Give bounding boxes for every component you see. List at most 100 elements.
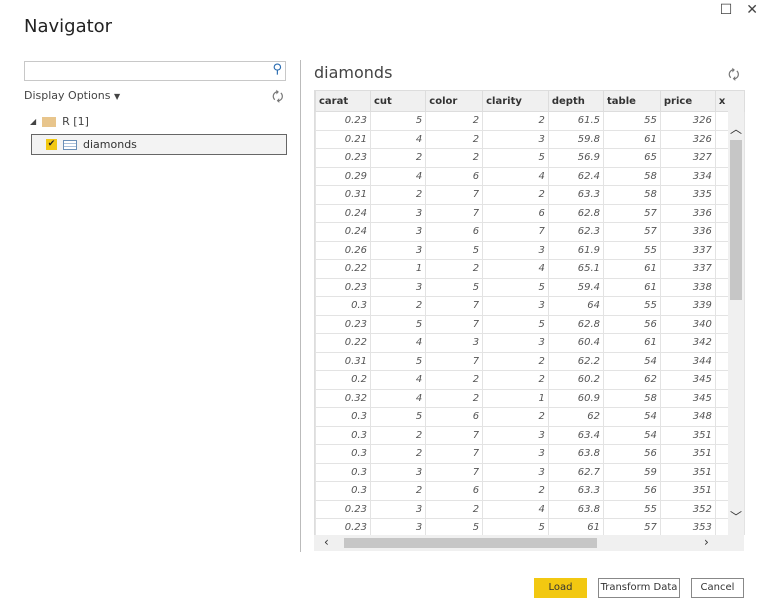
cell-price: 327 — [659, 148, 716, 168]
cell-carat: 0.3 — [315, 462, 371, 482]
scroll-right-icon[interactable]: › — [704, 535, 709, 549]
cell-cut: 3 — [369, 203, 427, 223]
cell-cut: 5 — [369, 351, 427, 371]
cell-carat: 0.3 — [315, 296, 371, 316]
tree-node-r[interactable]: ◢ R [1] — [30, 115, 89, 128]
cell-price: 348 — [659, 407, 716, 427]
close-button[interactable]: ✕ — [746, 2, 758, 18]
table-row: 0.3 3 7 3 62.7 59 351 — [315, 462, 745, 482]
cell-carat: 0.23 — [315, 314, 371, 334]
cell-price: 351 — [659, 425, 716, 445]
search-input[interactable]: ⚲ — [24, 61, 286, 81]
cell-color: 7 — [425, 203, 484, 223]
cell-depth: 59.4 — [547, 277, 605, 297]
scroll-left-icon[interactable]: ‹ — [324, 535, 329, 549]
cell-clarity: 3 — [482, 296, 549, 316]
cell-carat: 0.2 — [315, 370, 371, 390]
table-row: 0.23 5 7 5 62.8 56 340 — [315, 314, 745, 334]
cell-color: 2 — [425, 499, 484, 519]
refresh-icon[interactable]: 🗘 — [272, 90, 284, 105]
cell-depth: 62.7 — [547, 462, 605, 482]
search-icon[interactable]: ⚲ — [272, 62, 282, 77]
pane-divider[interactable] — [300, 60, 301, 552]
column-header-x[interactable]: x — [714, 90, 745, 112]
cancel-button[interactable]: Cancel — [691, 578, 744, 598]
cell-carat: 0.31 — [315, 351, 371, 371]
column-header-table[interactable]: table — [603, 90, 661, 112]
table-row: 0.3 2 6 2 63.3 56 351 — [315, 481, 745, 501]
cell-cut: 1 — [369, 259, 427, 279]
table-row: 0.23 3 5 5 59.4 61 338 — [315, 277, 745, 297]
cell-cut: 4 — [369, 166, 427, 186]
column-header-cut[interactable]: cut — [369, 90, 427, 112]
cell-carat: 0.3 — [315, 407, 371, 427]
maximize-button[interactable]: ☐ — [719, 2, 733, 18]
table-row: 0.3 2 7 3 63.4 54 351 — [315, 425, 745, 445]
display-options-dropdown[interactable]: Display Options ▼ — [24, 89, 120, 102]
cell-cut: 3 — [369, 222, 427, 242]
transform-data-button[interactable]: Transform Data — [598, 578, 680, 598]
cell-table: 55 — [603, 240, 661, 260]
cell-color: 7 — [425, 462, 484, 482]
cell-carat: 0.3 — [315, 444, 371, 464]
cell-cut: 5 — [369, 111, 427, 131]
cell-color: 5 — [425, 240, 484, 260]
cell-carat: 0.32 — [315, 388, 371, 408]
cell-carat: 0.21 — [315, 129, 371, 149]
cell-price: 337 — [659, 240, 716, 260]
tree-item-diamonds[interactable]: ✔ diamonds — [31, 134, 287, 155]
cell-price: 345 — [659, 388, 716, 408]
horizontal-scroll-thumb[interactable] — [344, 538, 597, 548]
table-row: 0.3 5 6 2 62 54 348 — [315, 407, 745, 427]
cell-price: 336 — [659, 222, 716, 242]
cell-carat: 0.22 — [315, 259, 371, 279]
refresh-preview-icon[interactable]: 🗘 — [728, 68, 740, 83]
checkbox-checked-icon[interactable]: ✔ — [46, 139, 57, 150]
expand-triangle-icon[interactable]: ◢ — [30, 117, 37, 126]
cell-depth: 61 — [547, 518, 605, 535]
cell-cut: 5 — [369, 314, 427, 334]
column-header-depth[interactable]: depth — [547, 90, 605, 112]
cell-color: 5 — [425, 277, 484, 297]
scroll-down-icon[interactable]: ﹀ — [730, 510, 743, 524]
cell-carat: 0.24 — [315, 222, 371, 242]
table-row: 0.22 1 2 4 65.1 61 337 — [315, 259, 745, 279]
cell-depth: 60.9 — [547, 388, 605, 408]
column-header-clarity[interactable]: clarity — [482, 90, 549, 112]
cell-price: 344 — [659, 351, 716, 371]
cell-table: 56 — [603, 481, 661, 501]
cell-carat: 0.29 — [315, 166, 371, 186]
cell-clarity: 3 — [482, 129, 549, 149]
table-row: 0.31 5 7 2 62.2 54 344 — [315, 351, 745, 371]
cell-table: 56 — [603, 314, 661, 334]
column-header-color[interactable]: color — [425, 90, 484, 112]
cell-color: 2 — [425, 370, 484, 390]
cell-table: 57 — [603, 203, 661, 223]
column-header-carat[interactable]: carat — [315, 90, 371, 112]
cell-table: 59 — [603, 462, 661, 482]
cell-carat: 0.23 — [315, 518, 371, 535]
cell-cut: 3 — [369, 499, 427, 519]
cell-clarity: 3 — [482, 425, 549, 445]
caret-down-icon: ▼ — [114, 92, 121, 101]
cell-clarity: 2 — [482, 370, 549, 390]
cell-price: 334 — [659, 166, 716, 186]
preview-title: diamonds — [314, 63, 393, 82]
cell-table: 54 — [603, 425, 661, 445]
cell-depth: 65.1 — [547, 259, 605, 279]
cell-carat: 0.23 — [315, 148, 371, 168]
cell-price: 335 — [659, 185, 716, 205]
cell-depth: 62.4 — [547, 166, 605, 186]
load-button[interactable]: Load — [534, 578, 587, 598]
scroll-up-icon[interactable]: ︿ — [730, 122, 743, 136]
cell-depth: 62.3 — [547, 222, 605, 242]
cell-clarity: 4 — [482, 499, 549, 519]
column-header-price[interactable]: price — [659, 90, 716, 112]
cell-cut: 4 — [369, 129, 427, 149]
cell-clarity: 2 — [482, 481, 549, 501]
cell-table: 61 — [603, 333, 661, 353]
vertical-scroll-thumb[interactable] — [730, 140, 742, 300]
cell-table: 54 — [603, 351, 661, 371]
cell-clarity: 2 — [482, 351, 549, 371]
folder-icon — [42, 116, 57, 127]
